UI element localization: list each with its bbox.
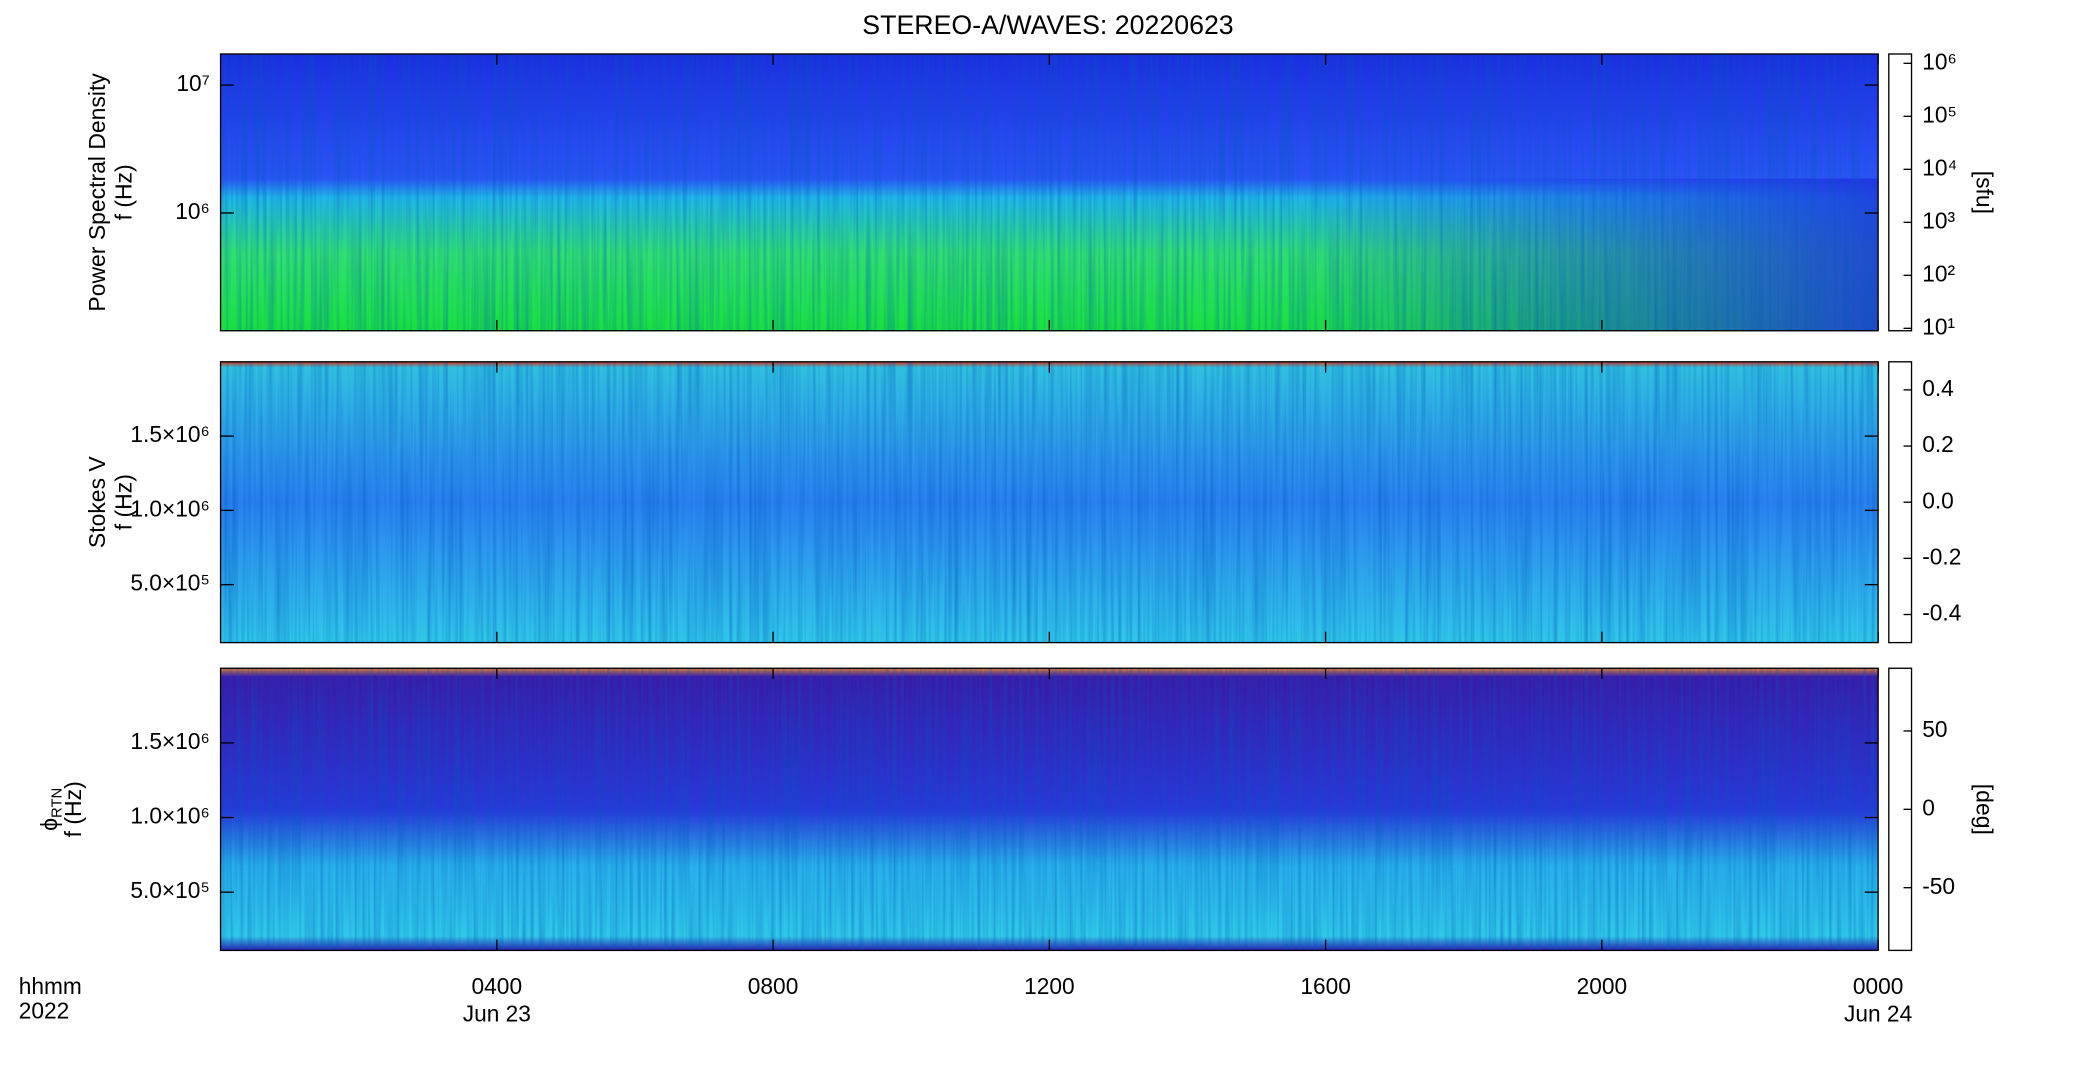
spectrogram-texture	[220, 54, 1879, 331]
colorbar-tick-label: -0.2	[1922, 543, 1961, 569]
y-axis-title: ϕRTN	[36, 788, 65, 831]
y-axis-title: Power Spectral Density	[84, 73, 110, 312]
colorbar-tick-label: 0	[1922, 794, 1935, 820]
chart-title: STEREO-A/WAVES: 20220623	[862, 10, 1233, 40]
spectrogram-texture	[220, 668, 1879, 951]
colorbar-tick-label: 0.2	[1922, 431, 1954, 457]
y-axis-title: Stokes V	[84, 456, 110, 549]
x-tick-label: 2000	[1577, 973, 1628, 999]
y-axis-title-main: Power Spectral Density	[84, 73, 110, 312]
x-corner-label: hhmm	[19, 973, 82, 999]
y-axis-unit: f (Hz)	[60, 781, 86, 837]
y-axis-unit: f (Hz)	[111, 474, 137, 530]
y-axis-title-main: ϕ	[36, 818, 62, 831]
y-tick-label: 10⁷	[176, 70, 209, 96]
y-axis-unit: f (Hz)	[111, 164, 137, 220]
colorbar-label: [deg]	[1971, 784, 1997, 835]
y-tick-label: 5.0×10⁵	[130, 570, 210, 596]
y-tick-label: 1.0×10⁶	[130, 802, 209, 828]
colorbar	[1888, 53, 1913, 332]
x-tick-label: 0400	[472, 973, 523, 999]
spectrogram-texture	[220, 361, 1879, 643]
y-axis-title-main: Stokes V	[84, 456, 110, 549]
colorbar-tick-label: 10²	[1922, 260, 1955, 286]
colorbar-tick-label: 0.0	[1922, 487, 1954, 513]
x-date-label: Jun 23	[463, 1000, 531, 1026]
colorbar-tick-label: -50	[1922, 873, 1955, 899]
colorbar-tick-label: 50	[1922, 716, 1947, 742]
x-tick-label: 0800	[748, 973, 799, 999]
colorbar-tick-label: 10³	[1922, 207, 1955, 233]
x-date-label: Jun 24	[1844, 1000, 1913, 1026]
colorbar-tick-label: 10⁵	[1922, 101, 1957, 127]
colorbar-tick-label: 0.4	[1922, 375, 1954, 401]
y-tick-label: 5.0×10⁵	[130, 877, 210, 903]
x-tick-label: 1600	[1300, 973, 1351, 999]
y-tick-label: 1.5×10⁶	[130, 728, 209, 754]
colorbar-label: [sfu]	[1971, 171, 1997, 214]
colorbar-tick-label: 10¹	[1922, 313, 1955, 339]
y-axis-title-sub: RTN	[49, 788, 65, 818]
y-tick-label: 1.0×10⁶	[130, 495, 209, 521]
x-tick-label: 1200	[1024, 973, 1075, 999]
y-tick-label: 10⁶	[175, 198, 210, 224]
colorbar-tick-label: -0.4	[1922, 599, 1961, 625]
y-tick-label: 1.5×10⁶	[130, 421, 209, 447]
x-tick-label: 0000	[1853, 973, 1904, 999]
colorbar-tick-label: 10⁶	[1922, 48, 1957, 74]
colorbar-tick-label: 10⁴	[1922, 154, 1957, 180]
x-corner-label: 2022	[19, 997, 70, 1023]
